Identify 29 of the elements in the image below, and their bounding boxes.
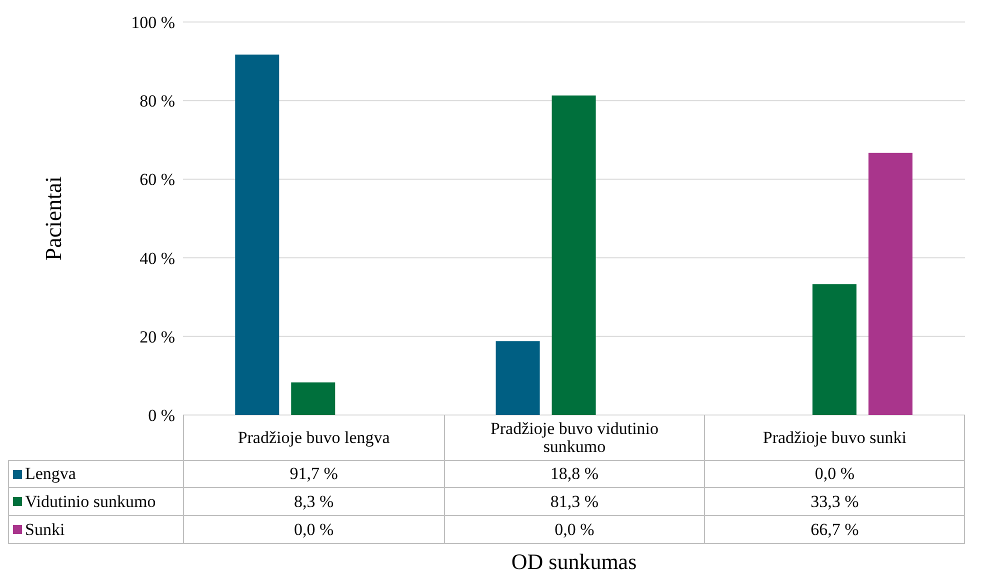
- bar: [552, 95, 596, 415]
- data-label: 91,7 %: [183, 460, 444, 488]
- data-label: 0,0 %: [183, 516, 444, 544]
- legend-label: Lengva: [8, 460, 183, 488]
- x-axis-title: OD sunkumas: [510, 549, 638, 574]
- data-label: 18,8 %: [444, 460, 704, 488]
- y-tick-label: 20 %: [140, 327, 175, 346]
- y-tick-label: 60 %: [140, 170, 175, 190]
- x-tick-label: Pradžioje buvo vidutinio sunkumo: [444, 415, 704, 460]
- data-label: 0,0 %: [444, 516, 704, 544]
- bar: [812, 284, 856, 415]
- y-tick-label: 0 %: [148, 406, 175, 426]
- bar: [496, 341, 540, 415]
- bar: [291, 382, 336, 415]
- x-tick-label: Pradžioje buvo lengva: [183, 415, 444, 460]
- bar: [868, 152, 912, 415]
- bar: [235, 54, 280, 415]
- legend-label: Sunki: [8, 516, 183, 544]
- y-tick-label: 80 %: [140, 92, 175, 111]
- data-label: 0,0 %: [704, 460, 965, 488]
- x-tick-label: Pradžioje buvo sunki: [704, 415, 965, 460]
- data-label: 33,3 %: [704, 488, 965, 516]
- y-axis-title: Pacientai: [41, 176, 66, 261]
- data-label: 8,3 %: [183, 488, 444, 516]
- data-label: 81,3 %: [444, 488, 704, 516]
- data-label: 66,7 %: [704, 516, 965, 544]
- y-tick-label: 100 %: [131, 13, 175, 32]
- y-tick-label: 40 %: [140, 248, 175, 268]
- legend-label: Vidutinio sunkumo: [8, 488, 183, 516]
